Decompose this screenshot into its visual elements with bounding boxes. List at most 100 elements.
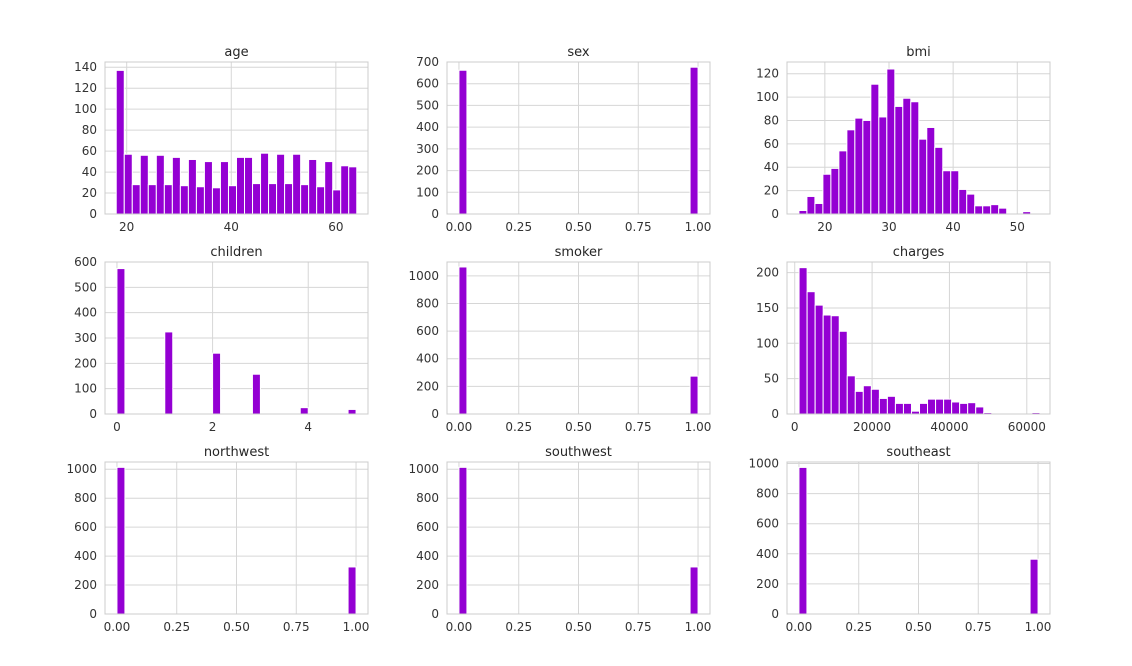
bar	[227, 185, 237, 215]
plot-frame	[786, 261, 1051, 415]
bar	[235, 156, 246, 215]
y-tick-label: 0	[431, 207, 439, 221]
panel-southeast: 0 200 400 600 800 1000 0.00 0.25 0.50 0.75 1.00 sou…	[748, 445, 1051, 634]
y-tick-label: 600	[74, 255, 97, 269]
y-tick-label: 0	[89, 407, 97, 421]
bar	[918, 138, 928, 215]
y-tick-label: 400	[416, 120, 439, 134]
panel-title: bmi	[906, 45, 931, 60]
bar	[179, 185, 189, 215]
x-tick-label: 20	[119, 220, 134, 234]
x-tick-label: 0.50	[565, 220, 592, 234]
x-tick-label: 20	[817, 220, 832, 234]
x-tick-label: 0.25	[505, 620, 532, 634]
bar	[854, 390, 864, 415]
x-tick-label: 0.00	[786, 620, 813, 634]
panel-title: age	[224, 45, 248, 60]
x-tick-label: 1.00	[685, 420, 712, 434]
y-tick-label: 400	[74, 306, 97, 320]
x-tick-label: 40	[945, 220, 960, 234]
bar	[203, 161, 213, 215]
bar	[164, 331, 174, 415]
y-tick-label: 0	[771, 607, 779, 621]
plot-frame	[786, 461, 1051, 615]
bar	[902, 97, 912, 215]
x-tick-label: 60000	[1008, 420, 1046, 434]
bar	[458, 466, 468, 615]
x-tick-label: 0.50	[905, 620, 932, 634]
bar	[974, 205, 984, 215]
y-tick-label: 200	[756, 266, 779, 280]
y-tick-label: 400	[74, 549, 97, 563]
bar	[268, 183, 278, 215]
panel-title: children	[210, 245, 262, 260]
x-tick-label: 2	[209, 420, 217, 434]
y-tick-label: 100	[756, 90, 779, 104]
y-tick-label: 0	[89, 607, 97, 621]
y-tick-label: 200	[416, 379, 439, 393]
bar	[798, 466, 808, 615]
bar	[348, 166, 358, 215]
bar	[347, 566, 357, 615]
bar	[942, 170, 952, 215]
panel-age: 0 20 40 60 80 100 120 140 20 40 60 age	[74, 45, 369, 234]
bar	[870, 83, 880, 215]
y-tick-label: 50	[764, 372, 779, 386]
bar	[211, 187, 221, 215]
x-tick-label: 50	[1010, 220, 1025, 234]
y-tick-label: 150	[756, 301, 779, 315]
bar	[926, 126, 936, 215]
y-tick-label: 100	[74, 382, 97, 396]
bar	[252, 183, 262, 215]
y-tick-label: 800	[756, 487, 779, 501]
x-tick-label: 0.75	[625, 420, 652, 434]
panel-children: 0 100 200 300 400 500 600 0 2 4 children	[74, 245, 369, 434]
bar	[822, 173, 832, 215]
y-tick-label: 100	[756, 336, 779, 350]
bar	[862, 385, 872, 415]
x-tick-label: 60	[328, 220, 343, 234]
bar	[870, 388, 880, 415]
bar	[894, 402, 904, 415]
y-tick-label: 200	[74, 356, 97, 370]
bar	[123, 153, 133, 215]
panel-title: smoker	[555, 245, 603, 260]
bar	[139, 154, 149, 215]
bar	[155, 154, 165, 215]
y-tick-label: 400	[416, 549, 439, 563]
bar	[347, 408, 357, 415]
y-tick-label: 40	[764, 160, 779, 174]
x-tick-label: 0.75	[965, 620, 992, 634]
bar	[260, 152, 270, 215]
panel-charges: 0 50 100 150 200 0 20000 40000 60000 charges	[756, 245, 1051, 434]
bar	[163, 184, 173, 215]
bar	[131, 184, 141, 215]
bar	[251, 373, 261, 415]
bar	[990, 204, 1000, 215]
bar	[806, 195, 816, 215]
bar	[838, 150, 848, 215]
bar	[846, 129, 856, 215]
y-tick-label: 60	[764, 137, 779, 151]
panel-title: northwest	[204, 445, 269, 460]
x-tick-label: 0.00	[446, 420, 473, 434]
bar	[838, 330, 848, 415]
x-tick-label: 0.25	[845, 620, 872, 634]
panel-title: charges	[893, 245, 945, 260]
bar	[966, 193, 976, 215]
y-tick-label: 100	[74, 102, 97, 116]
y-tick-label: 60	[82, 144, 97, 158]
x-tick-label: 0	[791, 420, 799, 434]
bar	[822, 314, 832, 415]
panel-smoker: 0 200 400 600 800 1000 0.00 0.25 0.50 0.75 1.00 smo…	[408, 245, 711, 434]
plot-frame	[446, 261, 711, 415]
bar	[830, 167, 840, 215]
y-tick-label: 800	[416, 296, 439, 310]
y-tick-label: 20	[82, 186, 97, 200]
bar	[830, 315, 840, 415]
y-tick-label: 80	[82, 123, 97, 137]
bar	[919, 402, 929, 415]
panel-title: southwest	[545, 445, 612, 460]
bar	[689, 566, 699, 615]
x-tick-label: 0	[113, 420, 121, 434]
